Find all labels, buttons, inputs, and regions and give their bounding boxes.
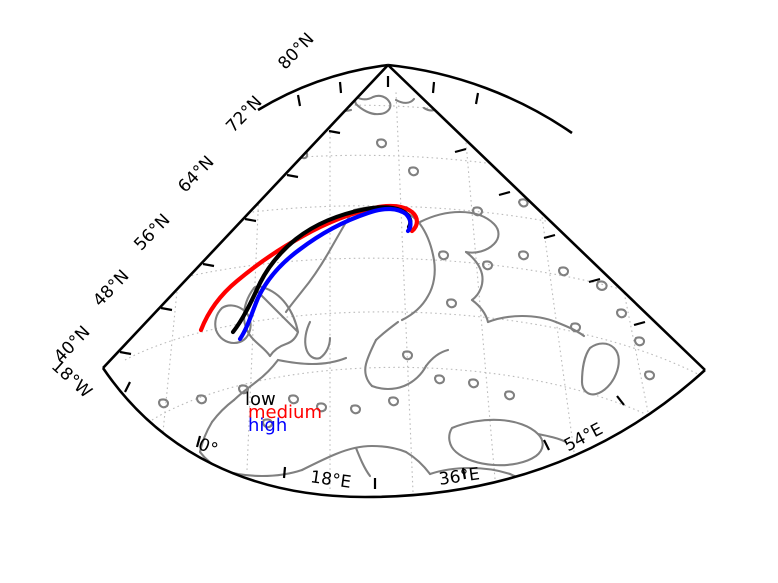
trajectory-layer [198, 203, 419, 342]
lat-label-56n: 56°N [130, 210, 174, 255]
tick-marks [119, 76, 646, 489]
lat-label-64n: 64°N [174, 152, 218, 197]
lat-label-72n: 72°N [222, 92, 266, 137]
trajectory-medium [198, 203, 419, 333]
frame-right-edge [387, 64, 706, 371]
frame-top-arc [387, 63, 573, 135]
legend-entry-high: high [248, 415, 287, 436]
frame-top-arc-left [257, 63, 389, 112]
frame-bottom-arc [101, 367, 706, 499]
frame-left-edge [102, 64, 389, 369]
legend-entry-medium: medium [248, 402, 322, 423]
legend-entry-low: low [245, 389, 276, 410]
lat-label-48n: 48°N [89, 266, 133, 311]
map-frame [101, 63, 706, 499]
trajectory-high [237, 206, 413, 342]
legend: low medium high [245, 389, 322, 436]
map-background [103, 65, 705, 497]
lon-label-18w: 18°W [47, 356, 95, 402]
lat-label-80n: 80°N [274, 29, 318, 74]
